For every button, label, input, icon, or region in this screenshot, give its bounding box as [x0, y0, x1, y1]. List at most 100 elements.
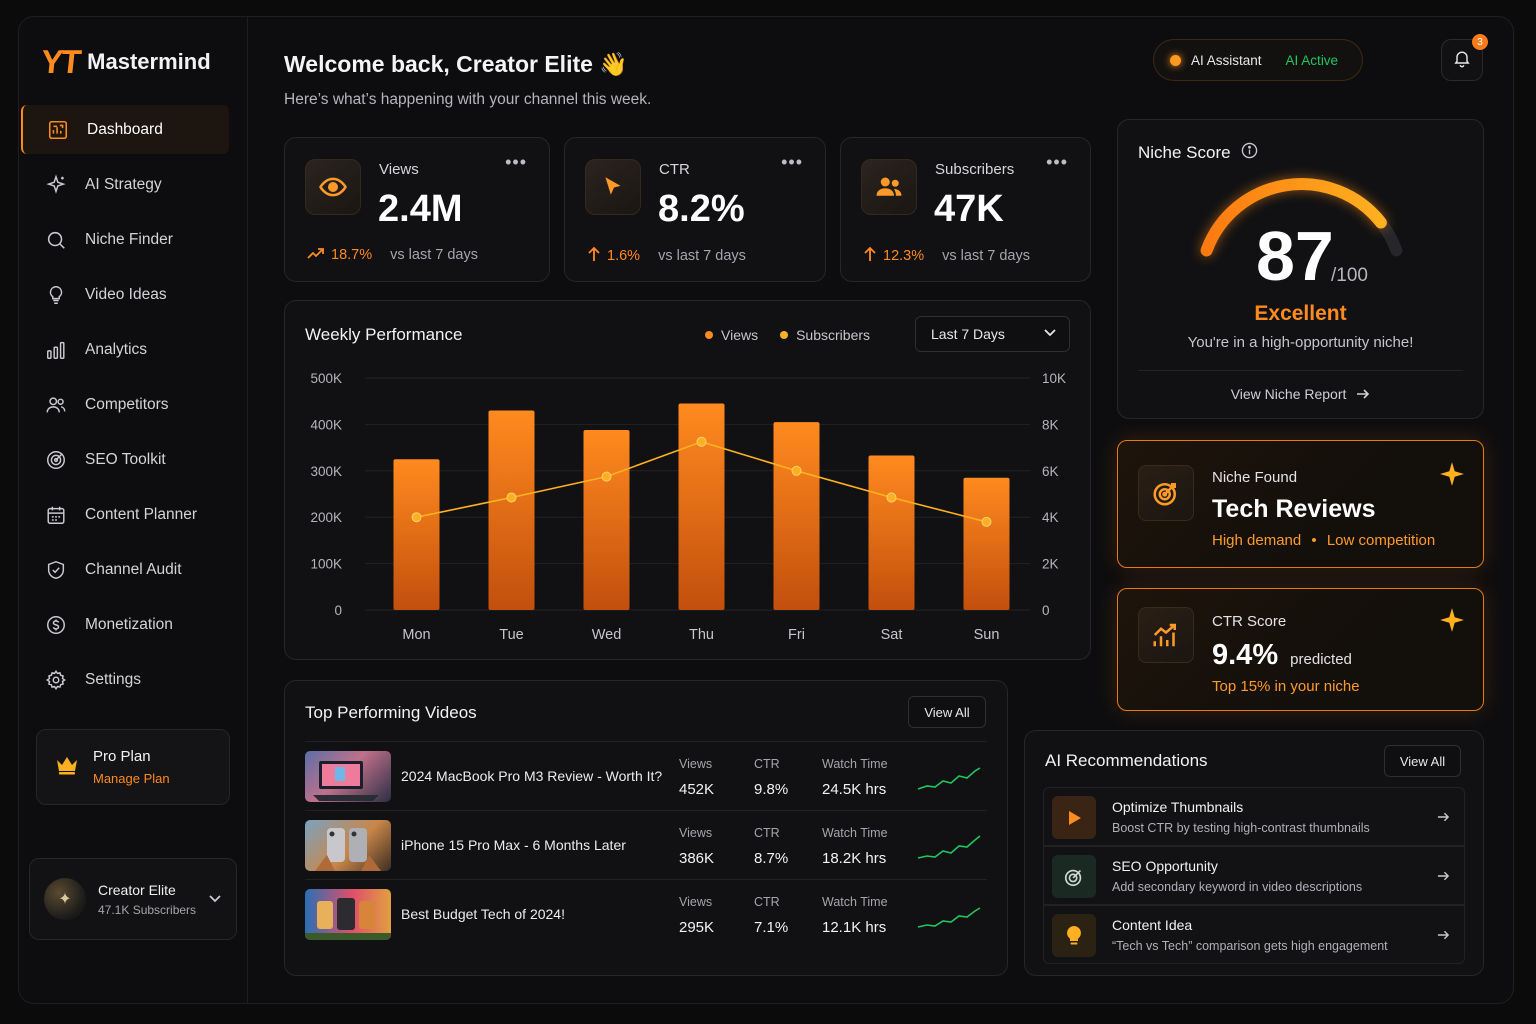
manage-plan-link[interactable]: Manage Plan [93, 771, 170, 786]
separator-dot: • [1311, 532, 1317, 549]
sidebar-item-label: Monetization [85, 615, 173, 633]
user-profile-menu[interactable]: ✦ Creator Elite 47.1K Subscribers [29, 858, 237, 940]
sidebar-item-seo-toolkit[interactable]: SEO Toolkit [21, 435, 229, 484]
sidebar-item-video-ideas[interactable]: Video Ideas [21, 270, 229, 319]
sidebar-item-dashboard[interactable]: Dashboard [21, 105, 229, 154]
top-videos-title: Top Performing Videos [305, 703, 477, 722]
logo-text: Mastermind [87, 49, 211, 74]
divider [1138, 370, 1463, 371]
weekly-performance-chart: 0 0 100K 2K 200K 4K 300K 6K 400K 8K 500K 10K Mon Tue W… [310, 371, 1066, 643]
chart-bar-sun [963, 477, 1010, 610]
col-header-watch-time: Watch Time [822, 826, 888, 840]
legend-dot [780, 331, 789, 339]
ai-assistant-button[interactable]: AI Assistant AI Active [1153, 39, 1363, 81]
users-icon [45, 394, 67, 416]
x-axis-tick: Sun [974, 627, 1000, 643]
sidebar-item-settings[interactable]: Settings [21, 655, 229, 704]
sidebar-item-analytics[interactable]: Analytics [21, 325, 229, 374]
chart-bar-mon [393, 459, 440, 610]
top-videos-card: Top Performing Videos View All 2024 MacB… [284, 680, 1008, 976]
niche-score-gauge [1200, 178, 1403, 257]
stat-comparison: vs last 7 days [942, 248, 1030, 264]
app-window: YT Mastermind Dashboard AI Strategy N [18, 16, 1514, 1004]
arrow-right-icon [1437, 869, 1450, 887]
search-icon [45, 229, 67, 251]
sidebar-item-label: Niche Finder [85, 230, 173, 248]
sidebar-item-label: Channel Audit [85, 560, 182, 578]
chart-bar-wed [583, 429, 630, 610]
sidebar-item-label: Dashboard [87, 120, 163, 138]
niche-score-max: /100 [1331, 265, 1368, 286]
view-all-videos-button[interactable]: View All [908, 696, 986, 728]
link-label: View Niche Report [1230, 386, 1347, 402]
recommendation-item[interactable]: Content Idea “Tech vs Tech” comparison g… [1043, 905, 1465, 964]
view-all-recommendations-button[interactable]: View All [1384, 745, 1461, 777]
y-axis-left-tick: 500K [310, 371, 342, 386]
sidebar-item-niche-finder[interactable]: Niche Finder [21, 215, 229, 264]
notifications-button[interactable]: 3 [1441, 34, 1488, 81]
bell-icon [1452, 48, 1472, 73]
eye-icon [305, 159, 361, 215]
logo-mark: YT [39, 43, 82, 80]
sidebar-item-monetization[interactable]: Monetization [21, 600, 229, 649]
stat-card-views: Views 2.4M ••• 18.7% vs last 7 days [284, 137, 550, 282]
x-axis-tick: Mon [402, 627, 430, 643]
info-icon[interactable] [1241, 142, 1258, 164]
sidebar-item-competitors[interactable]: Competitors [21, 380, 229, 429]
more-options-icon[interactable]: ••• [1046, 152, 1068, 172]
table-row[interactable]: 2024 MacBook Pro M3 Review - Worth It? V… [305, 741, 987, 810]
arrow-right-icon [1437, 928, 1450, 946]
stat-card-subscribers: Subscribers 47K ••• 12.3% vs last 7 days [840, 137, 1091, 282]
ctr-score-value: 9.4% [1212, 639, 1279, 671]
stat-change-value: 18.7% [331, 247, 373, 263]
chart-title: Weekly Performance [305, 325, 463, 344]
user-subscribers: 47.1K Subscribers [98, 902, 197, 917]
col-header-views: Views [679, 757, 713, 771]
users-icon [861, 159, 917, 215]
sparkle-icon [1439, 461, 1465, 492]
y-axis-left-tick: 100K [310, 557, 342, 572]
sparkle-icon [1439, 607, 1465, 638]
stat-value: 2.4M [378, 188, 463, 230]
video-thumbnail [305, 820, 391, 871]
table-row[interactable]: iPhone 15 Pro Max - 6 Months Later Views… [305, 810, 987, 879]
stat-change: 18.7% vs last 7 days [307, 246, 478, 264]
y-axis-right-tick: 10K [1042, 371, 1066, 386]
ctr-score-suffix: predicted [1290, 651, 1352, 668]
recommendation-item[interactable]: SEO Opportunity Add secondary keyword in… [1043, 846, 1465, 905]
sidebar-item-label: Content Planner [85, 505, 198, 523]
target-icon [45, 449, 67, 471]
status-dot-icon [1170, 54, 1181, 66]
video-views: 295K [679, 919, 715, 936]
more-options-icon[interactable]: ••• [505, 152, 527, 172]
lightbulb-icon [1052, 914, 1096, 957]
user-name: Creator Elite [98, 881, 176, 898]
table-row[interactable]: Best Budget Tech of 2024! Views 295K CTR… [305, 879, 987, 948]
niche-found-title: Tech Reviews [1212, 495, 1376, 523]
sidebar-item-channel-audit[interactable]: Channel Audit [21, 545, 229, 594]
subscribers-point-thu [696, 436, 707, 447]
ai-status-badge: AI Active [1285, 52, 1339, 68]
video-thumbnail [305, 889, 391, 940]
sidebar-item-content-planner[interactable]: Content Planner [21, 490, 229, 539]
stat-label: Views [379, 161, 419, 178]
avatar: ✦ [44, 878, 86, 920]
legend-item-subscribers: Subscribers [780, 327, 870, 343]
date-range-select[interactable]: Last 7 Days [915, 316, 1070, 352]
video-watch-time: 24.5K hrs [822, 781, 887, 798]
recommendation-item[interactable]: Optimize Thumbnails Boost CTR by testing… [1043, 787, 1465, 846]
sidebar-item-ai-strategy[interactable]: AI Strategy [21, 160, 229, 209]
col-header-ctr: CTR [754, 757, 780, 771]
ctr-score-card[interactable]: CTR Score 9.4% predicted Top 15% in your… [1117, 588, 1484, 711]
view-niche-report-link[interactable]: View Niche Report [1118, 386, 1483, 402]
niche-score-description: You're in a high-opportunity niche! [1187, 334, 1414, 351]
recommendation-title: Optimize Thumbnails [1112, 799, 1244, 815]
niche-found-label: Niche Found [1212, 469, 1298, 486]
ctr-score-rank: Top 15% in your niche [1212, 678, 1360, 695]
laptop-icon [313, 761, 379, 801]
app-logo[interactable]: YT Mastermind [39, 43, 211, 81]
phone-icon [315, 828, 381, 871]
trend-up-icon [307, 246, 325, 264]
more-options-icon[interactable]: ••• [781, 152, 803, 172]
niche-found-card[interactable]: Niche Found Tech Reviews High demand • L… [1117, 440, 1484, 568]
